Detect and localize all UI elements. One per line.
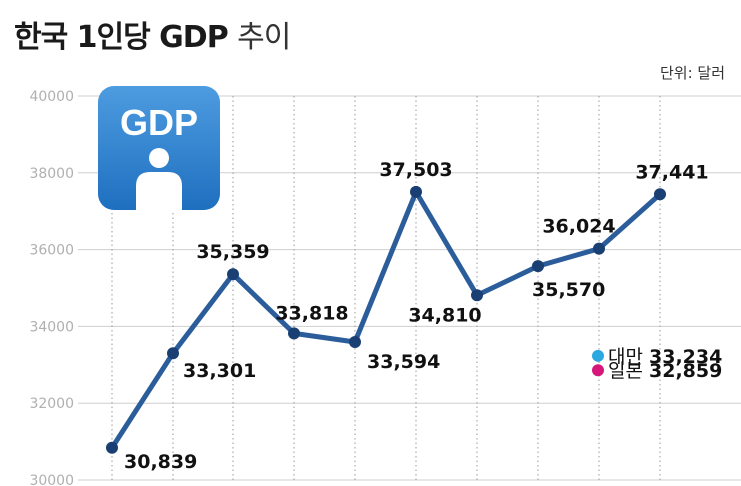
- comparison-point-0: [592, 349, 604, 362]
- data-point-4: [349, 335, 361, 348]
- comparison-value-0: 33,234: [649, 346, 722, 368]
- y-tick-label-36000: 36000: [29, 243, 74, 259]
- data-point-7: [532, 260, 544, 273]
- title-light: 추이: [237, 20, 291, 55]
- page-title: 한국 1인당 GDP 추이: [14, 12, 291, 56]
- comparison-value-1: 32,859: [649, 360, 722, 382]
- data-label-4: 33,594: [367, 351, 440, 373]
- series-korea: 30,839 33,301 35,359 33,818 33,594 37,503 34,8…: [106, 159, 709, 473]
- data-label-9: 37,441: [635, 161, 708, 183]
- data-label-6: 34,810: [408, 304, 481, 326]
- person-body: [136, 172, 182, 210]
- data-label-5: 37,503: [379, 159, 452, 181]
- data-point-9: [654, 188, 666, 201]
- unit-label: 단위: 달러: [659, 64, 725, 82]
- data-label-2: 35,359: [196, 241, 269, 263]
- data-point-3: [288, 327, 300, 340]
- comparison-label-1: 일본 32,859: [608, 360, 722, 382]
- gdp-person-icon: GDP: [98, 86, 220, 210]
- comparison-country-0: 대만: [608, 346, 649, 368]
- data-point-6: [471, 289, 483, 302]
- data-point-5: [410, 185, 422, 198]
- data-label-8: 36,024: [542, 216, 615, 238]
- title-bold: 한국 1인당 GDP: [14, 20, 229, 55]
- data-point-8: [593, 242, 605, 255]
- y-tick-label-40000: 40000: [29, 89, 74, 105]
- data-label-1: 33,301: [183, 360, 256, 382]
- comparison-point-1: [592, 364, 604, 377]
- y-tick-label-34000: 34000: [29, 319, 74, 335]
- data-point-1: [167, 347, 179, 360]
- data-label-7: 35,570: [532, 279, 605, 301]
- y-axis-ticks: 30000 32000 34000 36000 38000 40000: [29, 89, 74, 486]
- y-tick-label-30000: 30000: [29, 473, 74, 486]
- data-label-3: 33,818: [275, 302, 348, 324]
- icon-text: GDP: [120, 102, 198, 143]
- comparison-label-0: 대만 33,234: [608, 346, 722, 368]
- y-tick-label-32000: 32000: [29, 396, 74, 412]
- series-line: [109, 189, 663, 451]
- y-tick-label-38000: 38000: [29, 166, 74, 182]
- data-point-0: [106, 441, 118, 454]
- comparison-country-1: 일본: [608, 360, 649, 382]
- person-head: [149, 148, 169, 168]
- data-point-2: [227, 268, 239, 281]
- data-label-0: 30,839: [124, 451, 197, 473]
